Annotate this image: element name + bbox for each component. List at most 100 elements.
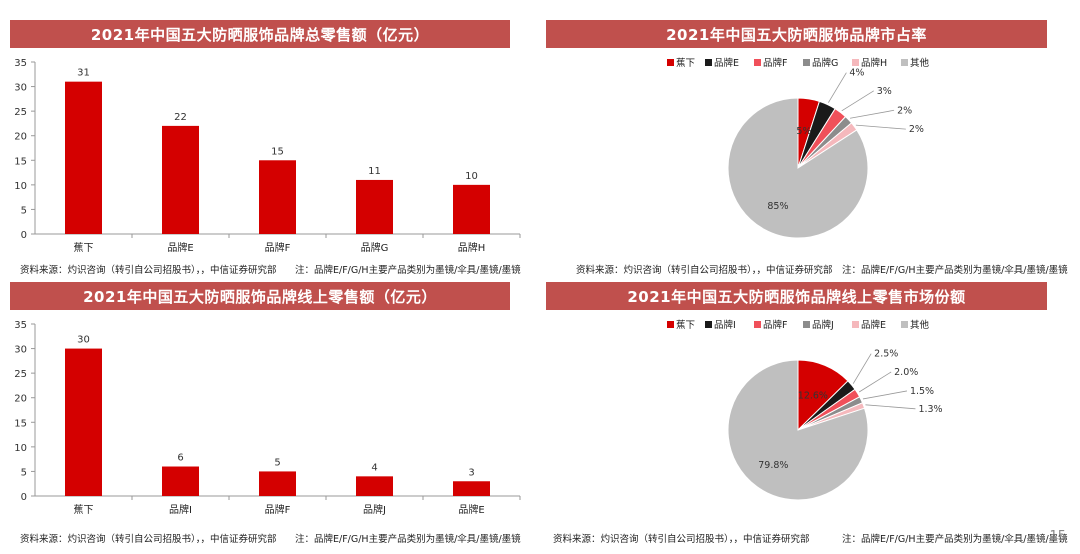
legend-label: 其他 [910, 319, 930, 331]
online-retail-bar-chart: 0 5 10 15 20 25 30 35 30 蕉下 6 品牌I 5 品牌F 4 品牌J 3 品牌E [14, 320, 521, 516]
legend-swatch [901, 59, 908, 66]
bar-品牌F [259, 471, 296, 496]
leader-line [865, 404, 916, 410]
bar-value-label: 10 [465, 171, 478, 182]
legend-label: 品牌I [714, 319, 736, 331]
pie-value-label: 12.6% [798, 390, 828, 401]
legend-label: 其他 [910, 57, 930, 69]
bar-蕉下 [65, 81, 102, 235]
pie-value-label: 2.5% [874, 349, 898, 360]
legend-label: 品牌E [714, 57, 739, 69]
legend-swatch [852, 59, 859, 66]
legend-label: 品牌G [812, 57, 838, 69]
x-tick-label: 蕉下 [74, 242, 94, 254]
legend-swatch [852, 321, 859, 328]
y-tick-label: 25 [14, 107, 27, 118]
bar-蕉下 [65, 348, 102, 496]
chart1-note: 注：品牌E/F/G/H主要产品类别为墨镜/伞具/墨镜/墨镜 [295, 265, 521, 276]
pie-value-label: 2% [909, 124, 924, 135]
legend-swatch [901, 321, 908, 328]
legend-swatch [754, 59, 761, 66]
chart2-source: 资料来源：灼识咨询（转引自公司招股书），，中信证券研究部 [576, 265, 833, 276]
chart3-source: 资料来源：灼识咨询（转引自公司招股书），，中信证券研究部 [20, 534, 277, 545]
legend-label: 品牌J [812, 319, 834, 331]
chart3-note: 注：品牌E/F/G/H主要产品类别为墨镜/伞具/墨镜/墨镜 [295, 534, 521, 545]
pie-value-label: 4% [849, 68, 864, 79]
y-tick-label: 5 [21, 467, 27, 478]
online-market-share-pie-chart: 蕉下 品牌I 品牌F 品牌J 品牌E 其他 12.6% 2.5% 2.0% 1.5% 1.3% 79.… [667, 319, 943, 501]
legend-label: 蕉下 [676, 319, 695, 331]
pie-value-label: 3% [877, 86, 892, 97]
y-tick-label: 30 [14, 83, 27, 94]
bar-value-label: 11 [368, 166, 381, 177]
pie-slice-其他 [727, 97, 869, 239]
market-share-pie-chart: 蕉下 品牌E 品牌F 品牌G 品牌H 其他 5% 4% 3% 2% 2% 85% [667, 57, 930, 239]
chart1-banner: 2021年中国五大防晒服饰品牌总零售额（亿元） [10, 20, 510, 48]
y-tick-label: 20 [14, 132, 27, 143]
legend-swatch [667, 59, 674, 66]
legend-label: 蕉下 [676, 57, 695, 69]
y-tick-label: 15 [14, 156, 27, 167]
x-tick-label: 蕉下 [74, 504, 94, 516]
x-tick-label: 品牌E [167, 241, 193, 254]
bar-品牌E [162, 125, 199, 234]
bar-value-label: 4 [371, 462, 377, 473]
y-tick-label: 10 [14, 181, 27, 192]
leader-line [852, 353, 872, 384]
pie-value-label: 79.8% [758, 460, 788, 471]
total-retail-bar-chart: 0 5 10 15 20 25 30 35 31 蕉下 22 品牌E 15 品牌F 11 品牌G 10 品牌H [14, 58, 521, 254]
chart4-source: 资料来源：灼识咨询（转引自公司招股书），，中信证券研究部 [553, 534, 810, 545]
x-tick-label: 品牌I [169, 503, 192, 516]
bar-品牌J [356, 476, 393, 496]
pie-value-label: 1.3% [918, 404, 942, 415]
legend-swatch [705, 59, 712, 66]
legend-swatch [754, 321, 761, 328]
leader-line [855, 124, 906, 130]
bar-品牌I [162, 466, 199, 496]
legend-label: 品牌H [861, 57, 887, 69]
bar-品牌G [356, 179, 393, 234]
leader-line [850, 109, 895, 119]
legend-swatch [803, 59, 810, 66]
y-tick-label: 15 [14, 418, 27, 429]
y-tick-label: 35 [14, 58, 27, 69]
bar-value-label: 31 [77, 68, 90, 79]
bar-品牌H [453, 184, 490, 234]
chart3-banner: 2021年中国五大防晒服饰品牌线上零售额（亿元） [10, 282, 510, 310]
x-tick-label: 品牌G [361, 241, 389, 254]
x-tick-label: 品牌F [265, 241, 291, 254]
x-tick-label: 品牌H [458, 241, 486, 254]
legend-label: 品牌F [763, 319, 787, 331]
pie-value-label: 2.0% [894, 367, 918, 378]
chart2-banner: 2021年中国五大防晒服饰品牌市占率 [546, 20, 1047, 48]
pie-value-label: 1.5% [910, 386, 934, 397]
leader-line [841, 90, 874, 112]
leader-line [858, 371, 892, 393]
y-tick-label: 5 [21, 205, 27, 216]
x-tick-label: 品牌F [265, 503, 291, 516]
bar-value-label: 6 [177, 453, 183, 464]
x-tick-label: 品牌J [363, 503, 386, 516]
pie-value-label: 5% [796, 126, 811, 137]
pie-value-label: 85% [767, 201, 788, 212]
bar-value-label: 30 [77, 335, 90, 346]
pie-value-label: 2% [897, 105, 912, 116]
legend-swatch [803, 321, 810, 328]
y-tick-label: 0 [21, 492, 27, 503]
page-number: 15 [1049, 529, 1066, 544]
chart1-source: 资料来源：灼识咨询（转引自公司招股书），，中信证券研究部 [20, 265, 277, 276]
y-tick-label: 20 [14, 394, 27, 405]
chart4-banner: 2021年中国五大防晒服饰品牌线上零售市场份额 [546, 282, 1047, 310]
y-tick-label: 10 [14, 443, 27, 454]
bar-value-label: 5 [274, 457, 280, 468]
chart4-note: 注：品牌E/F/G/H主要产品类别为墨镜/伞具/墨镜/墨镜 [842, 534, 1068, 545]
pie-slice-其他 [727, 359, 869, 501]
legend-label: 品牌F [763, 57, 787, 69]
legend-label: 品牌E [861, 319, 886, 331]
bar-品牌E [453, 481, 490, 496]
legend-swatch [667, 321, 674, 328]
leader-line [828, 72, 847, 103]
bar-品牌F [259, 160, 296, 234]
leader-line [862, 390, 908, 400]
bar-value-label: 22 [174, 112, 187, 123]
